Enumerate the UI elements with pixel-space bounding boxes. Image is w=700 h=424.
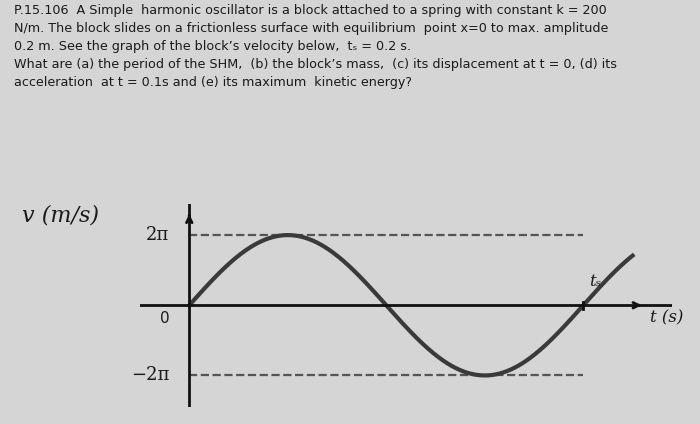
Text: 2π: 2π — [146, 226, 169, 244]
Text: t (s): t (s) — [650, 310, 684, 326]
Text: 0: 0 — [160, 311, 169, 326]
Text: v (m/s): v (m/s) — [22, 204, 99, 226]
Text: tₛ: tₛ — [589, 273, 601, 290]
Text: P.15.106  A Simple  harmonic oscillator is a block attached to a spring with con: P.15.106 A Simple harmonic oscillator is… — [14, 4, 617, 89]
Text: −2π: −2π — [131, 366, 169, 385]
